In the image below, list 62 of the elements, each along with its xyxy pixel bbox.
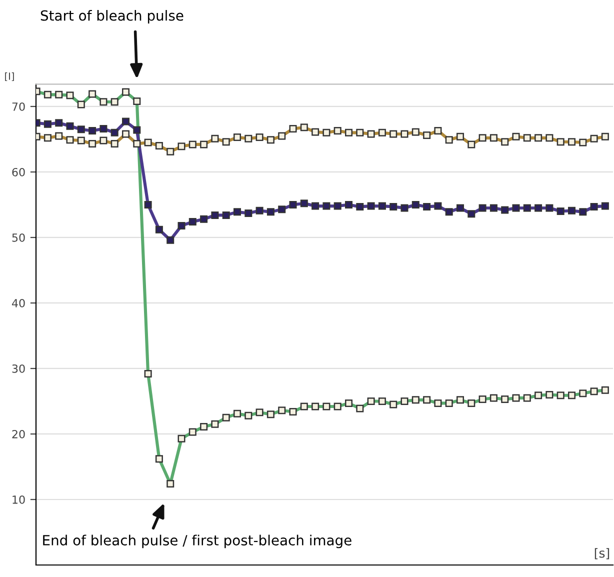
point [568,206,576,214]
point [55,119,63,127]
point [523,204,531,212]
point [378,202,386,210]
point [178,222,186,230]
y-tick-label: 70 [12,102,25,111]
point [400,204,408,212]
point [546,204,554,212]
point [88,126,96,134]
point [188,218,196,226]
point [234,208,242,216]
point [579,208,587,216]
point [556,208,564,216]
point [200,215,208,223]
point [534,204,542,212]
point [155,226,163,234]
point [122,118,130,126]
annotation: End of bleach pulse / first post-bleach image [43,534,352,548]
point [356,202,364,210]
point [501,206,509,214]
point [144,200,152,208]
y-tick-label: 20 [12,430,25,438]
point [412,200,420,208]
point [456,204,464,212]
point [266,208,274,216]
point [44,120,52,128]
point [244,209,252,217]
y-tick-label: 40 [12,298,25,308]
point [256,206,264,214]
point [133,126,141,134]
point [512,204,520,212]
point [289,200,297,208]
point [445,208,453,216]
text: Start of bleach pulse [40,10,184,24]
point [222,211,230,219]
point [345,200,352,208]
point [211,211,219,219]
x-axis-title: [s] [594,548,610,560]
y-tick-label: 50 [12,233,25,242]
point [423,202,431,210]
point [468,210,476,218]
point [590,202,598,210]
point [601,202,609,210]
point [390,202,398,210]
y-axis-title: [I] [5,72,14,82]
y-tick-label: 10 [12,495,25,504]
point [100,124,108,132]
point [478,204,486,212]
point [312,202,320,210]
point [110,128,118,136]
point [322,202,330,210]
point [166,236,174,244]
y-tick-label: 30 [12,364,25,373]
point [367,202,375,210]
point [77,126,85,134]
point [300,200,308,208]
y-tick-label: 60 [12,168,25,176]
point [66,122,74,130]
point [490,204,498,212]
point [334,202,342,210]
point [278,206,286,214]
point [434,202,442,210]
